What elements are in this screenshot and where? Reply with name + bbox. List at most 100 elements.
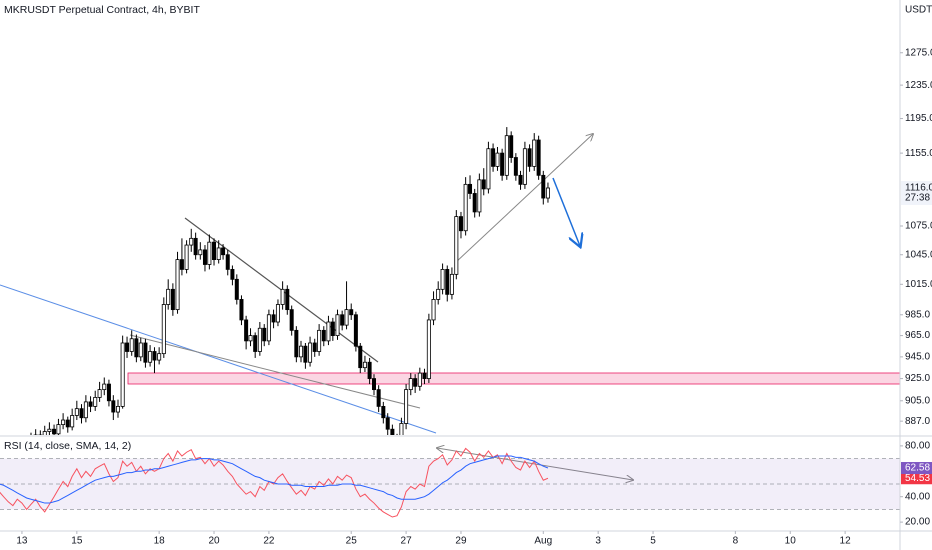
candle-body <box>83 401 88 419</box>
candle-body <box>353 314 358 347</box>
candle-body <box>436 288 441 300</box>
candle-body <box>111 400 116 413</box>
candle-body <box>257 327 262 352</box>
candle-body <box>271 314 276 323</box>
candle-body <box>262 327 267 342</box>
x-tick-label: 13 <box>16 536 28 547</box>
candle-body <box>335 314 340 336</box>
candle-body <box>138 342 143 358</box>
candle-body <box>468 183 473 194</box>
countdown: 27:38 <box>905 193 930 204</box>
candle-body <box>266 314 271 342</box>
price-pane <box>0 127 900 435</box>
candle-body <box>102 383 107 391</box>
candle-body <box>299 345 304 358</box>
candle-body <box>280 288 285 305</box>
candle-body <box>472 193 477 213</box>
candle-body <box>321 329 326 342</box>
candle-body <box>125 342 130 352</box>
candle-body <box>212 241 217 261</box>
candle-body <box>326 321 331 342</box>
candle-body <box>344 309 349 326</box>
candle-body <box>504 135 509 176</box>
x-tick-label: 18 <box>154 536 166 547</box>
candle-body <box>426 319 431 379</box>
candle-body <box>74 408 79 416</box>
candle-body <box>152 351 157 361</box>
candle-body <box>47 428 52 432</box>
candle-body <box>358 345 363 369</box>
x-tick-label: 22 <box>263 536 275 547</box>
x-tick-label: 8 <box>733 536 739 547</box>
chart-title: MKRUSDT Perpetual Contract, 4h, BYBIT <box>4 4 200 16</box>
candle-body <box>234 278 239 300</box>
candle-body <box>225 254 230 270</box>
candle-body <box>399 423 404 435</box>
candle-body <box>248 335 253 342</box>
candle-body <box>340 314 345 326</box>
x-tick-label: 5 <box>650 536 656 547</box>
candle-body <box>207 241 212 265</box>
candle-body <box>367 361 372 379</box>
candle-body <box>330 321 335 336</box>
candle-body <box>541 174 546 199</box>
candle-body <box>413 378 418 387</box>
candle-body <box>532 139 537 167</box>
y-tick-label: 965.0 <box>905 330 930 341</box>
candle-body <box>500 152 505 176</box>
candle-body <box>371 378 376 391</box>
candle-body <box>408 378 413 391</box>
candle-body <box>422 372 427 379</box>
candle-body <box>458 216 463 232</box>
y-tick-label: 1155.0 <box>905 148 932 159</box>
value-tag <box>901 472 932 485</box>
candle-body <box>65 419 70 428</box>
y-tick-label: 925.0 <box>905 373 930 384</box>
candle-body <box>317 329 322 352</box>
candle-body <box>522 148 527 185</box>
y-tick-label: 945.0 <box>905 352 930 363</box>
rsi-line <box>0 447 549 518</box>
zone <box>127 372 900 385</box>
candle-body <box>477 179 482 213</box>
candle-body <box>93 397 98 407</box>
candle-body <box>289 309 294 331</box>
candle-body <box>56 424 61 435</box>
candle-body <box>166 288 171 305</box>
trend-arrow <box>454 134 593 264</box>
candle-body <box>184 244 189 270</box>
x-tick-label: Aug <box>534 536 552 547</box>
candle-body <box>157 353 162 361</box>
x-tick-label: 3 <box>595 536 601 547</box>
candle-body <box>198 249 203 256</box>
candle-body <box>52 428 57 435</box>
candle-body <box>303 345 308 363</box>
candle-body <box>161 304 166 355</box>
candle-body <box>454 216 459 275</box>
y-tick-label: 1275.0 <box>905 47 932 58</box>
candle-body <box>221 247 226 256</box>
candle-body <box>513 157 518 176</box>
x-tick-label: 12 <box>840 536 852 547</box>
trend-line <box>0 284 437 434</box>
candle-body <box>129 338 134 352</box>
y-tick-label: 40.00 <box>905 491 930 502</box>
candle-body <box>463 183 468 232</box>
candle-body <box>115 405 120 413</box>
candle-body <box>481 179 486 190</box>
candle-body <box>294 329 299 358</box>
x-tick-label: 27 <box>401 536 413 547</box>
candle-body <box>285 288 290 311</box>
candle-body <box>120 342 125 407</box>
value-tag <box>901 462 932 475</box>
candle-body <box>440 269 445 290</box>
candle-body <box>170 288 175 311</box>
candle-body <box>390 428 395 435</box>
candle-body <box>527 148 532 167</box>
y-tick-label: 1015.0 <box>905 279 932 290</box>
candle-body <box>202 249 207 265</box>
rsi-line <box>0 455 549 504</box>
candle-body <box>148 351 153 363</box>
last-price-label: 1116.0 <box>905 183 932 194</box>
